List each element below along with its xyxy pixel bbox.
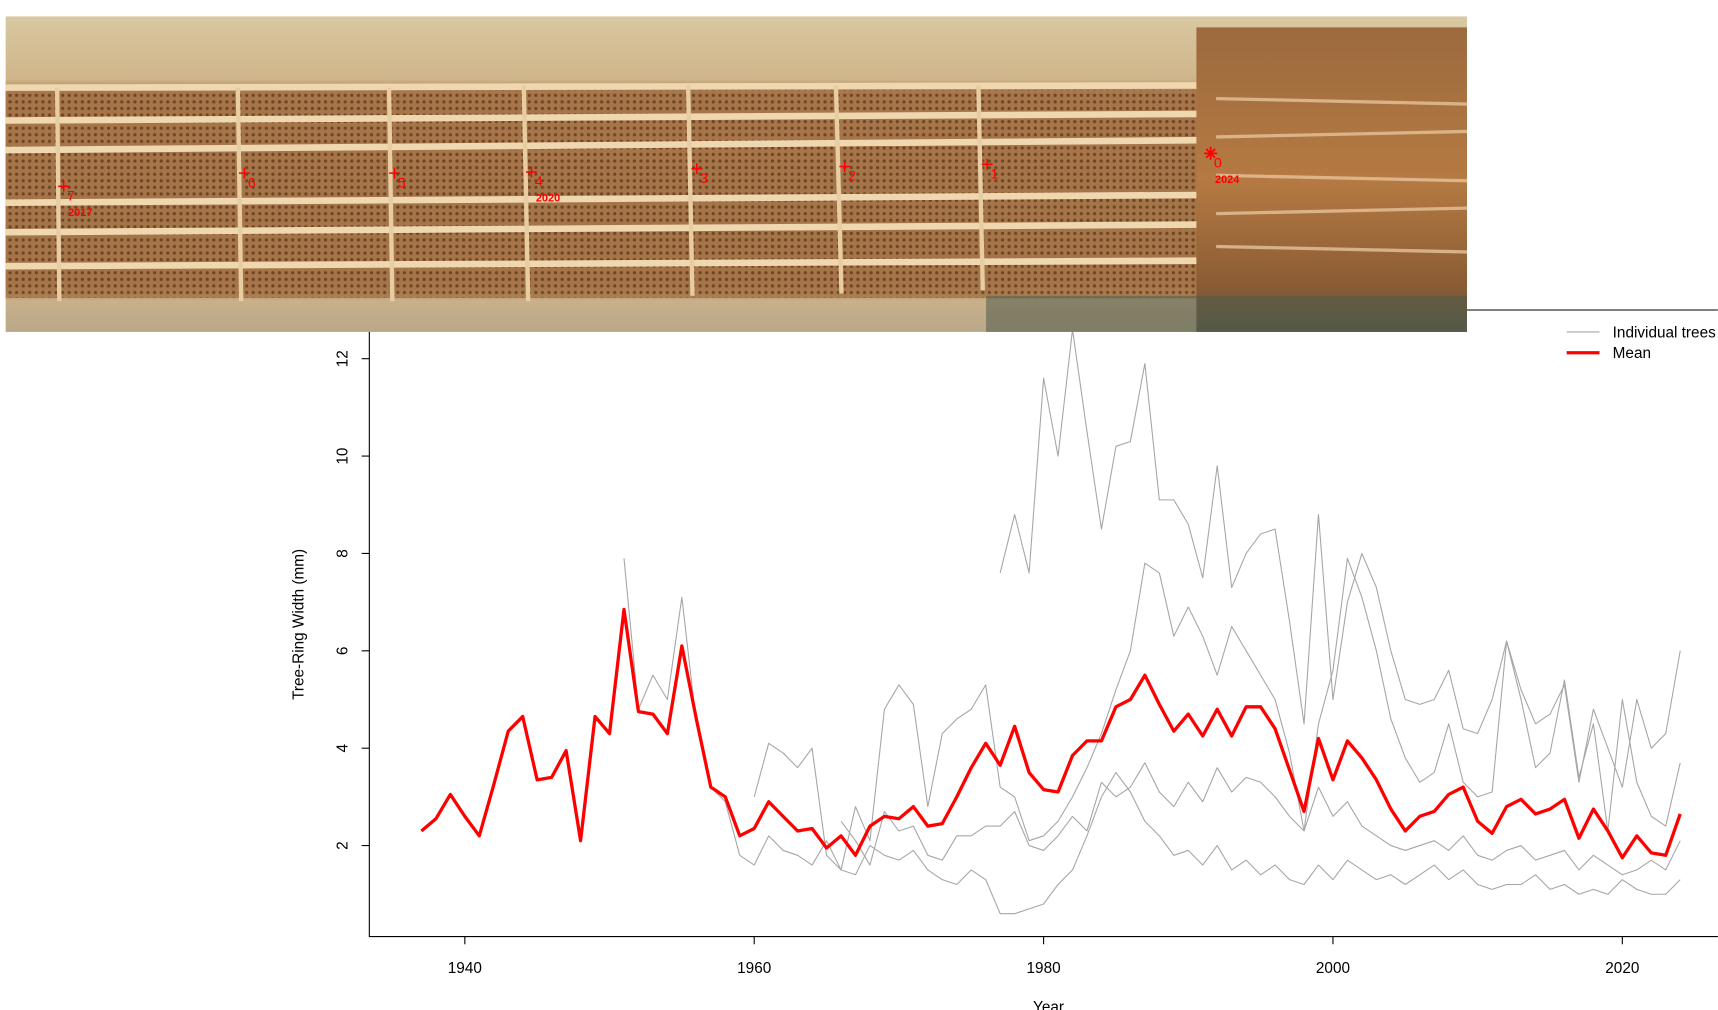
x-tick-label: 2000 xyxy=(1316,960,1350,977)
marker-label: 0 xyxy=(1214,156,1222,172)
marker-label: 5 xyxy=(398,175,406,191)
y-tick-label: 12 xyxy=(334,350,351,367)
core-photo: 7 2017 6 5 4 2020 3 2 1 0 2024 xyxy=(6,16,1467,331)
individual-line xyxy=(1000,329,1680,787)
legend-label: Individual trees xyxy=(1613,324,1716,341)
page: {"chart_data":{"type":"line","xlabel":"Y… xyxy=(0,0,1718,1010)
chart: Year Tree-Ring Width (mm) 1940 1960 1980 20… xyxy=(291,310,1718,1010)
y-tick-label: 8 xyxy=(334,549,351,558)
x-tick-label: 1940 xyxy=(448,960,482,977)
individual-line xyxy=(624,558,1680,913)
x-tick-label: 2020 xyxy=(1605,960,1639,977)
x-tick-label: 1980 xyxy=(1027,960,1061,977)
marker-year: 2017 xyxy=(68,207,92,219)
core-edge xyxy=(986,296,1467,332)
legend-label: Mean xyxy=(1613,345,1651,362)
marker-label: 1 xyxy=(990,167,998,183)
x-tick-label: 1960 xyxy=(737,960,771,977)
marker-label: 6 xyxy=(248,175,256,191)
mean-line xyxy=(421,609,1680,857)
marker-year: 2024 xyxy=(1215,174,1240,186)
figure: Year Tree-Ring Width (mm) 19401960198020… xyxy=(0,0,1718,1010)
marker-label: 3 xyxy=(700,171,708,187)
x-axis-title: Year xyxy=(1033,999,1064,1010)
marker-label: 2 xyxy=(848,169,856,185)
axis-box xyxy=(369,310,1717,937)
y-tick-label: 6 xyxy=(334,647,351,656)
marker-year: 2020 xyxy=(536,193,560,205)
y-tick-label: 4 xyxy=(334,743,351,752)
marker-label: 7 xyxy=(67,188,75,204)
y-axis-title: Tree-Ring Width (mm) xyxy=(291,549,308,700)
marker-label: 4 xyxy=(535,174,543,190)
y-tick-label: 10 xyxy=(334,448,351,465)
y-tick-label: 2 xyxy=(334,841,351,850)
